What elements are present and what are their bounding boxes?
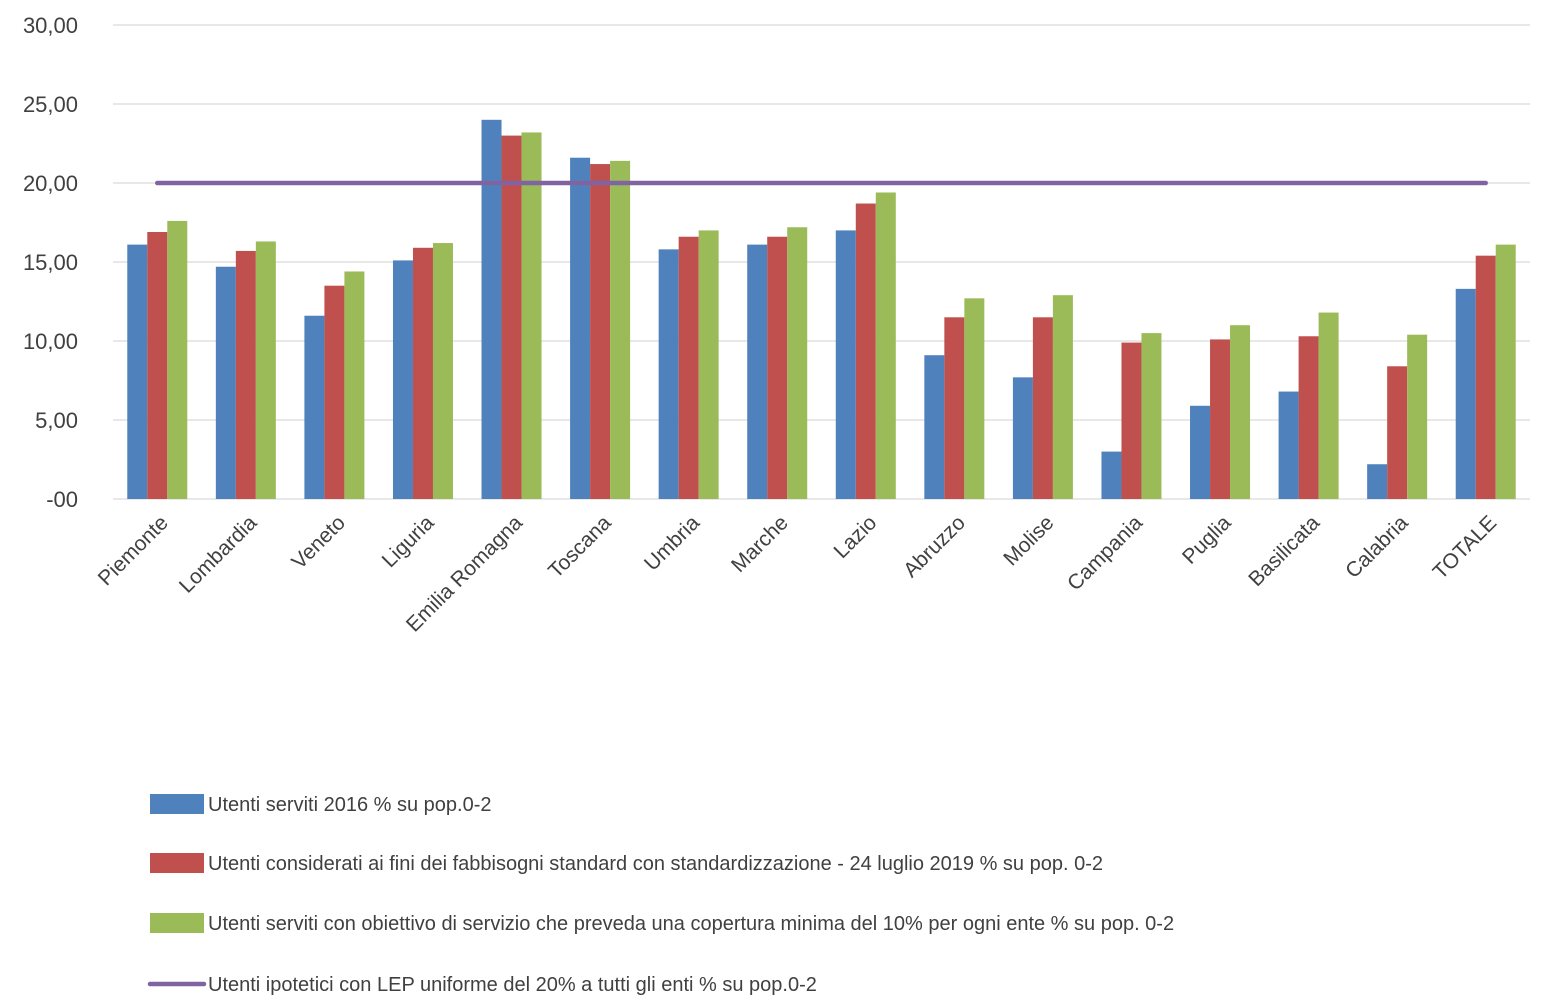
bar: [1318, 312, 1339, 499]
bar: [255, 241, 276, 499]
legend-swatch: [150, 853, 204, 873]
bar: [167, 220, 188, 500]
category-label: Molise: [999, 511, 1058, 570]
bar: [1387, 366, 1408, 499]
bar: [215, 266, 236, 499]
bar: [787, 227, 808, 500]
bar: [1407, 334, 1428, 499]
bar: [835, 230, 856, 499]
legend-label: Utenti ipotetici con LEP uniforme del 20…: [208, 974, 817, 996]
bar: [1298, 336, 1319, 499]
bar: [127, 244, 148, 499]
bar: [392, 260, 413, 499]
bar: [747, 244, 768, 499]
bar: [658, 249, 679, 499]
category-label: TOTALE: [1429, 511, 1502, 584]
category-label: Liguria: [378, 511, 439, 572]
bar: [1278, 391, 1299, 499]
bar: [570, 157, 591, 499]
category-label: Campania: [1063, 511, 1147, 595]
bar: [521, 132, 542, 499]
legend-label: Utenti serviti con obiettivo di servizio…: [208, 913, 1174, 935]
category-label: Marche: [727, 511, 793, 577]
legend-label: Utenti considerati ai fini dei fabbisogn…: [208, 853, 1103, 875]
y-tick-label: -00: [46, 487, 78, 512]
bar: [1101, 451, 1122, 499]
bar: [944, 317, 965, 499]
category-label: Lombardia: [175, 511, 262, 598]
bar: [590, 164, 611, 500]
bar: [1032, 317, 1053, 499]
y-tick-label: 5,00: [35, 408, 78, 433]
category-label: Umbria: [640, 511, 704, 575]
category-label: Basilicata: [1244, 511, 1324, 591]
y-tick-label: 30,00: [23, 13, 78, 38]
legend-label: Utenti serviti 2016 % su pop.0-2: [208, 794, 492, 816]
y-tick-label: 15,00: [23, 250, 78, 275]
bar: [610, 160, 631, 499]
bar: [1367, 464, 1388, 499]
category-label: Lazio: [830, 511, 882, 563]
bar: [235, 250, 256, 499]
bar: [1455, 288, 1476, 499]
bar: [1012, 377, 1033, 499]
bar: [924, 355, 945, 499]
bar: [698, 230, 719, 499]
bar: [678, 236, 699, 499]
bar: [432, 243, 453, 499]
category-label: Calabria: [1341, 511, 1413, 583]
bar: [501, 135, 522, 499]
bar: [964, 298, 985, 499]
bar: [304, 315, 325, 499]
category-label: Abruzzo: [899, 511, 970, 582]
bar: [1495, 244, 1516, 499]
y-tick-label: 10,00: [23, 329, 78, 354]
bar: [1190, 405, 1211, 499]
bar: [1052, 295, 1073, 499]
y-tick-label: 20,00: [23, 171, 78, 196]
bar: [855, 203, 876, 500]
bar: [767, 236, 788, 499]
bar: [1121, 342, 1142, 499]
bar: [1141, 333, 1162, 499]
bar: [412, 247, 433, 499]
category-label: Toscana: [544, 511, 616, 583]
legend-swatch: [150, 794, 204, 814]
bar: [1230, 325, 1251, 499]
category-label: Puglia: [1178, 511, 1236, 569]
bar: [875, 192, 896, 500]
bar: [324, 285, 345, 499]
y-tick-label: 25,00: [23, 92, 78, 117]
legend-swatch: [150, 913, 204, 933]
bar: [147, 231, 168, 500]
bar: [481, 119, 502, 500]
bar: [1210, 339, 1231, 499]
bar: [1475, 255, 1496, 499]
category-label: Piemonte: [94, 511, 173, 590]
bar: [344, 271, 365, 499]
category-label: Veneto: [287, 511, 350, 574]
